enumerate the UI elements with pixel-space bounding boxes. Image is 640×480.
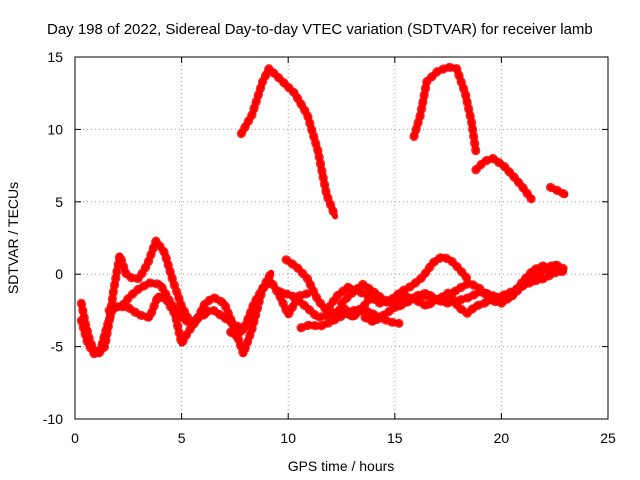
- series-markers-arc7: [104, 268, 276, 359]
- series-markers-arc8: [226, 276, 314, 341]
- y-tick-label: 15: [47, 49, 63, 65]
- x-tick-label: 25: [600, 430, 616, 446]
- axis-ticks: 0 5 10 15 20 25 -10 -5 0 5 10 15: [43, 49, 616, 446]
- series-markers-arc4: [545, 182, 570, 200]
- x-tick-label: 5: [178, 430, 186, 446]
- series-markers-arc10: [281, 252, 472, 315]
- y-tick-label: -5: [51, 339, 64, 355]
- x-axis-label: GPS time / hours: [288, 458, 395, 474]
- y-axis-label: SDTVAR / TECUs: [5, 182, 21, 294]
- series-markers-arc3: [471, 153, 536, 204]
- y-tick-label: 5: [55, 194, 63, 210]
- x-tick-label: 0: [71, 430, 79, 446]
- series-markers-arc1: [236, 64, 340, 221]
- x-tick-label: 10: [280, 430, 296, 446]
- series-markers-arc2: [409, 62, 481, 156]
- grid: [75, 57, 608, 419]
- series-markers-arc6: [76, 278, 248, 359]
- plot-frame: [74, 56, 609, 420]
- chart-title: Day 198 of 2022, Sidereal Day-to-day VTE…: [47, 21, 593, 38]
- x-tick-label: 15: [387, 430, 403, 446]
- series-layer: [76, 62, 570, 359]
- series-markers-arc13: [360, 259, 568, 327]
- y-tick-label: 10: [47, 121, 63, 137]
- y-tick-label: -10: [43, 411, 63, 427]
- y-tick-label: 0: [55, 266, 63, 282]
- x-tick-label: 20: [494, 430, 510, 446]
